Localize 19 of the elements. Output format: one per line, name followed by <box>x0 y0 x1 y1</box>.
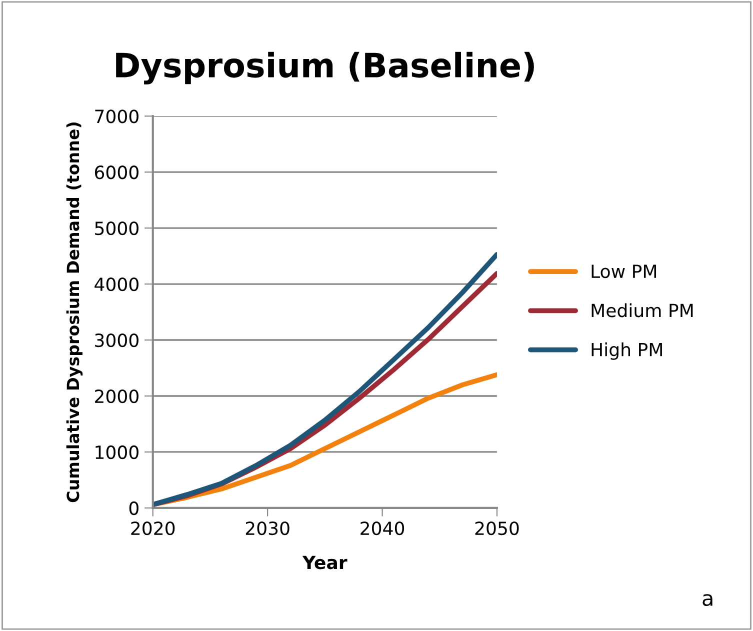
y-axis-title: Cumulative Dysprosium Demand (tonne) <box>66 122 83 502</box>
y-tick-label: 1000 <box>96 445 138 460</box>
x-tick-label: 2030 <box>246 521 290 536</box>
x-tick-label: 2050 <box>475 521 519 536</box>
chart-title: Dysprosium (Baseline) <box>116 52 534 84</box>
x-tick-label: 2040 <box>360 521 404 536</box>
x-axis-title: Year <box>302 556 348 570</box>
y-tick-label: 6000 <box>94 166 138 180</box>
y-tick-label: 7000 <box>95 110 138 124</box>
legend-label: Medium PM <box>592 303 693 318</box>
legend-label: High PM <box>592 342 662 360</box>
y-tick-label: 0 <box>129 501 138 516</box>
y-tick-label: 3000 <box>95 333 138 348</box>
legend-label: Low PM <box>592 264 656 278</box>
text: a <box>702 594 712 606</box>
y-tick-label: 2000 <box>95 389 138 404</box>
y-tick-label: 5000 <box>95 222 138 236</box>
y-tick-label: 4000 <box>94 278 138 292</box>
x-tick-label: 2020 <box>131 521 175 536</box>
